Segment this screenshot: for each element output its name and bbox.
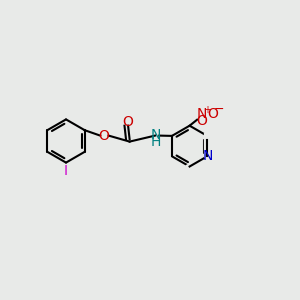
Text: N: N [203, 149, 213, 163]
Text: O: O [196, 114, 207, 128]
Text: H: H [151, 135, 161, 149]
Text: N: N [151, 128, 161, 142]
Text: O: O [207, 107, 218, 121]
Text: N: N [196, 107, 207, 121]
Text: I: I [64, 164, 68, 178]
Text: O: O [123, 115, 134, 128]
Text: +: + [203, 105, 211, 115]
Text: O: O [99, 129, 110, 142]
Text: −: − [214, 103, 224, 116]
